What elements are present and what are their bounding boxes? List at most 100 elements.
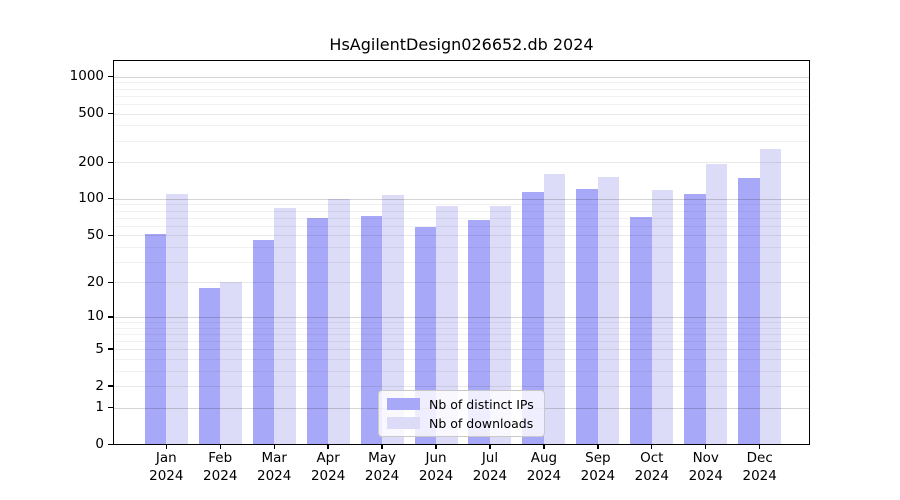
gridline-minor-900 — [113, 82, 810, 84]
x-tick-jun — [435, 444, 437, 449]
y-tick-label-50: 50 — [86, 226, 104, 243]
x-tick-nov — [705, 444, 707, 449]
gridline-minor-30 — [113, 261, 810, 263]
y-tick-label-20: 20 — [86, 273, 104, 290]
x-tick-label-oct: Oct 2024 — [634, 450, 669, 484]
x-tick-dec — [759, 444, 761, 449]
y-tick-label-500: 500 — [78, 105, 104, 122]
y-tick-1 — [107, 406, 113, 409]
y-tick-label-2: 2 — [95, 377, 104, 394]
gridline-minor-2 — [113, 386, 810, 388]
y-tick-0 — [107, 443, 113, 446]
bar-nb-of-distinct-ips-dec — [738, 178, 760, 445]
legend-swatch-downloads — [387, 416, 420, 430]
legend-item-downloads: Nb of downloads — [387, 416, 536, 431]
gridline-major-100 — [113, 198, 810, 200]
gridline-minor-7 — [113, 333, 810, 335]
gridline-minor-500 — [113, 113, 810, 115]
x-tick-label-mar: Mar 2024 — [257, 450, 292, 484]
bar-nb-of-downloads-jul — [489, 205, 512, 445]
y-tick-label-100: 100 — [78, 190, 104, 207]
x-tick-sep — [597, 444, 599, 449]
y-tick-20 — [107, 281, 113, 284]
x-tick-oct — [651, 444, 653, 449]
x-tick-jan — [165, 444, 167, 449]
bar-nb-of-distinct-ips-may — [360, 216, 383, 445]
y-tick-5 — [107, 348, 113, 350]
bar-nb-of-distinct-ips-mar — [252, 239, 275, 445]
x-tick-mar — [273, 444, 275, 449]
gridline-minor-80 — [113, 210, 810, 212]
y-tick-500 — [107, 112, 113, 115]
x-tick-label-apr: Apr 2024 — [310, 450, 346, 484]
y-tick-label-5: 5 — [95, 340, 104, 357]
gridline-minor-20 — [113, 282, 810, 284]
gridline-minor-3 — [113, 370, 810, 372]
x-tick-apr — [327, 444, 329, 449]
x-tick-label-feb: Feb 2024 — [203, 450, 238, 484]
bar-nb-of-distinct-ips-apr — [306, 218, 329, 445]
y-tick-label-1: 1 — [95, 399, 104, 416]
bar-nb-of-downloads-oct — [651, 189, 674, 445]
x-tick-label-jan: Jan 2024 — [149, 450, 184, 484]
gridline-minor-6 — [113, 340, 810, 342]
gridline-major-10 — [113, 316, 810, 318]
x-tick-jul — [489, 444, 491, 449]
bar-nb-of-downloads-sep — [597, 177, 620, 445]
gridline-minor-60 — [113, 225, 810, 227]
gridline-major-1000 — [113, 76, 810, 78]
chart-title: HsAgilentDesign026652.db 2024 — [329, 35, 594, 54]
bar-nb-of-downloads-apr — [328, 198, 350, 445]
bar-nb-of-distinct-ips-jan — [144, 234, 167, 445]
gridline-minor-200 — [113, 162, 810, 164]
bar-nb-of-downloads-may — [382, 195, 404, 445]
y-tick-label-0: 0 — [95, 436, 104, 452]
x-tick-label-jul: Jul 2024 — [472, 450, 508, 484]
y-tick-100 — [107, 198, 113, 200]
bar-nb-of-downloads-jan — [166, 193, 188, 445]
legend: Nb of distinct IPs Nb of downloads — [378, 390, 545, 437]
legend-item-distinct-ips: Nb of distinct IPs — [387, 397, 536, 412]
gridline-minor-600 — [113, 103, 810, 105]
bar-nb-of-distinct-ips-oct — [630, 216, 652, 445]
legend-label-distinct-ips: Nb of distinct IPs — [429, 396, 534, 412]
y-tick-10 — [107, 316, 113, 318]
x-tick-aug — [543, 444, 545, 449]
x-tick-may — [381, 444, 383, 449]
gridline-minor-9 — [113, 321, 810, 323]
x-tick-label-nov: Nov 2024 — [688, 450, 723, 484]
bar-nb-of-distinct-ips-aug — [522, 191, 544, 445]
bar-nb-of-downloads-jun — [436, 206, 458, 445]
x-tick-label-jun: Jun 2024 — [418, 450, 454, 484]
bar-nb-of-distinct-ips-sep — [576, 189, 598, 445]
bar-nb-of-downloads-aug — [543, 174, 566, 445]
legend-swatch-distinct-ips — [387, 397, 420, 411]
legend-label-downloads: Nb of downloads — [429, 415, 534, 431]
bar-nb-of-distinct-ips-feb — [198, 287, 221, 445]
gridline-minor-90 — [113, 204, 810, 206]
x-tick-label-dec: Dec 2024 — [742, 450, 777, 484]
x-tick-feb — [219, 444, 221, 449]
bar-nb-of-downloads-mar — [274, 208, 296, 445]
gridline-minor-4 — [113, 358, 810, 360]
y-tick-50 — [107, 234, 113, 236]
y-tick-2 — [107, 385, 113, 387]
y-tick-label-10: 10 — [86, 308, 104, 325]
bar-nb-of-downloads-dec — [759, 148, 782, 445]
bar-nb-of-downloads-feb — [220, 282, 242, 445]
gridline-minor-5 — [113, 349, 810, 351]
gridline-minor-70 — [113, 217, 810, 219]
bar-nb-of-distinct-ips-nov — [684, 193, 706, 445]
gridline-minor-800 — [113, 88, 810, 90]
y-tick-1000 — [107, 76, 113, 78]
y-tick-200 — [107, 161, 113, 163]
x-tick-label-aug: Aug 2024 — [526, 450, 562, 484]
gridline-minor-8 — [113, 327, 810, 329]
y-tick-label-1000: 1000 — [69, 68, 104, 85]
y-tick-label-200: 200 — [78, 153, 104, 170]
x-tick-label-may: May 2024 — [364, 450, 400, 484]
x-tick-label-sep: Sep 2024 — [580, 450, 616, 484]
gridline-minor-400 — [113, 125, 810, 127]
